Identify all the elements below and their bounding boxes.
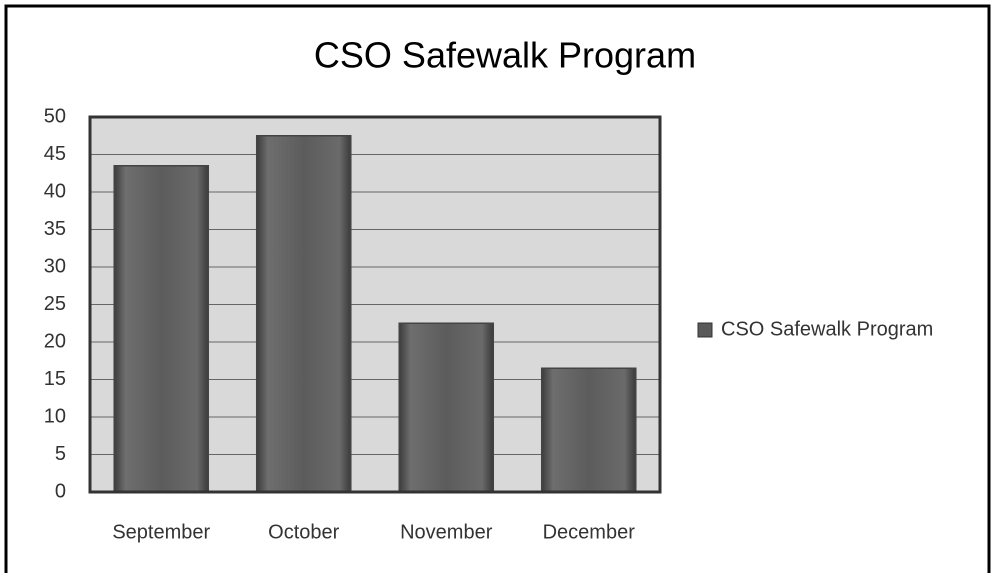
plot-border bbox=[88, 115, 662, 494]
y-tick-label: 25 bbox=[44, 293, 66, 315]
chart-title: CSO Safewalk Program bbox=[314, 35, 696, 76]
y-tick-label: 50 bbox=[44, 105, 66, 127]
legend-swatch bbox=[697, 322, 713, 338]
y-tick-label: 45 bbox=[44, 143, 66, 165]
y-tick-label: 0 bbox=[55, 480, 66, 502]
frame bbox=[4, 4, 991, 573]
bar bbox=[540, 367, 637, 493]
bar bbox=[398, 322, 495, 493]
y-tick-label: 20 bbox=[44, 330, 66, 352]
legend-label: CSO Safewalk Program bbox=[721, 318, 933, 340]
x-tick-label: December bbox=[543, 521, 636, 543]
bar bbox=[113, 165, 210, 493]
y-tick-label: 30 bbox=[44, 255, 66, 277]
y-tick-label: 5 bbox=[55, 443, 66, 465]
x-tick-label: September bbox=[112, 521, 210, 543]
bar bbox=[255, 135, 352, 493]
y-tick-label: 35 bbox=[44, 218, 66, 240]
y-tick-label: 15 bbox=[44, 368, 66, 390]
x-tick-label: November bbox=[400, 521, 493, 543]
y-tick-label: 10 bbox=[44, 405, 66, 427]
y-tick-label: 40 bbox=[44, 180, 66, 202]
x-tick-label: October bbox=[268, 521, 339, 543]
